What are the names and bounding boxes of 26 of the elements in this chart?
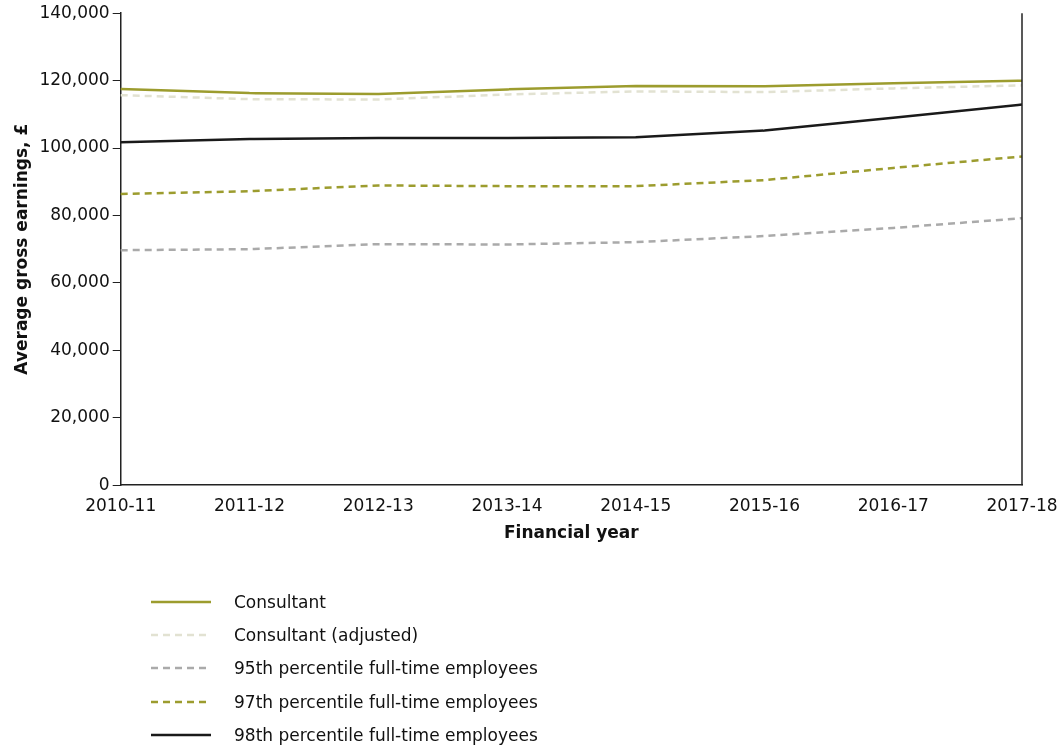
legend-label: 95th percentile full-time employees (234, 658, 538, 679)
legend-label: 98th percentile full-time employees (234, 724, 538, 745)
legend-label: 97th percentile full-time employees (234, 691, 538, 712)
x-axis-title: Financial year (503, 522, 640, 543)
y-tick-label: 40,000 (50, 338, 110, 359)
legend-label: Consultant (234, 591, 326, 612)
x-tick-label: 2010-11 (85, 494, 157, 515)
x-tick-label: 2015-16 (728, 494, 800, 515)
y-tick-label: 80,000 (50, 203, 110, 224)
x-tick-label: 2016-17 (857, 494, 929, 515)
x-tick-label: 2012-13 (342, 494, 414, 515)
y-axis-title: Average gross earnings, £ (10, 123, 31, 375)
y-tick-label: 20,000 (50, 406, 110, 427)
y-tick-label: 140,000 (39, 1, 110, 22)
y-tick-label: 60,000 (50, 271, 110, 292)
x-tick-label: 2011-12 (213, 494, 285, 515)
y-tick-label: 120,000 (39, 69, 110, 90)
line-series (119, 84, 1024, 101)
x-tick-label: 2013-14 (471, 494, 543, 515)
line-series (119, 216, 1024, 252)
line-series (119, 155, 1024, 196)
legend-label: Consultant (adjusted) (234, 624, 419, 645)
y-tick-label: 100,000 (39, 136, 110, 157)
y-tick-label: 0 (98, 473, 110, 494)
x-tick-label: 2017-18 (986, 494, 1058, 515)
x-tick-label: 2014-15 (600, 494, 672, 515)
